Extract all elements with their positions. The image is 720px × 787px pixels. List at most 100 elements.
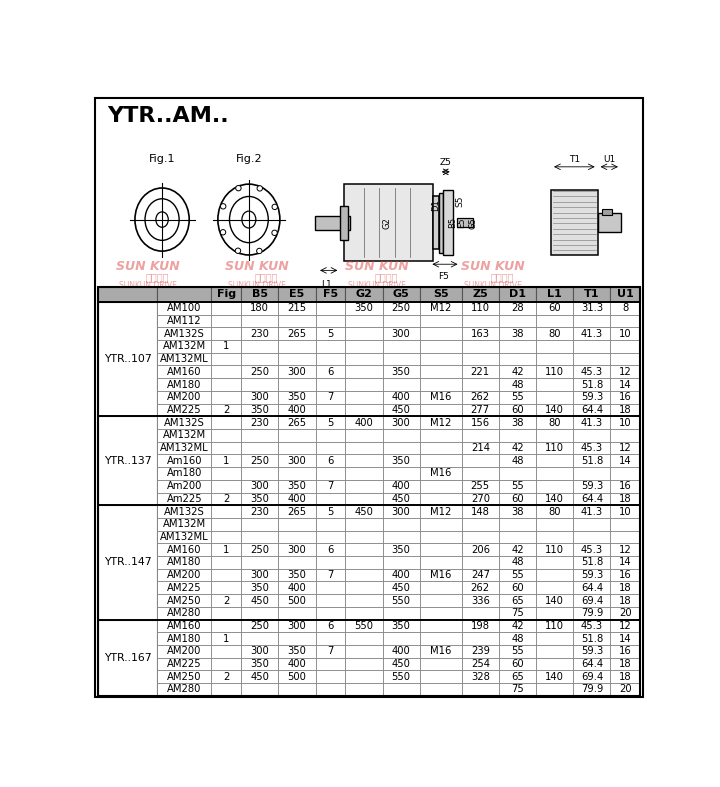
- Bar: [241, 645, 279, 658]
- Text: 140: 140: [545, 672, 564, 682]
- Text: 60: 60: [511, 659, 523, 669]
- Text: Am200: Am200: [166, 481, 202, 491]
- Bar: [241, 505, 279, 518]
- Text: 110: 110: [545, 443, 564, 453]
- Bar: [279, 429, 315, 442]
- Bar: [611, 315, 640, 327]
- Bar: [212, 340, 241, 353]
- Text: 14: 14: [619, 379, 631, 390]
- Bar: [241, 287, 279, 302]
- Bar: [462, 543, 499, 556]
- Bar: [462, 454, 499, 467]
- Bar: [212, 594, 241, 607]
- Bar: [573, 442, 611, 454]
- Bar: [315, 505, 346, 518]
- Bar: [462, 365, 499, 379]
- Bar: [98, 287, 157, 302]
- Text: YTR..147: YTR..147: [104, 557, 151, 567]
- Text: M12: M12: [430, 418, 451, 427]
- Text: 500: 500: [287, 672, 307, 682]
- Bar: [420, 467, 462, 480]
- Text: 250: 250: [251, 456, 269, 466]
- Bar: [98, 327, 640, 340]
- Text: 42: 42: [511, 367, 523, 377]
- Bar: [212, 556, 241, 569]
- Text: 41.3: 41.3: [581, 329, 603, 338]
- Bar: [157, 493, 212, 505]
- Text: 450: 450: [251, 596, 269, 605]
- Bar: [420, 429, 462, 442]
- Bar: [573, 287, 611, 302]
- Bar: [462, 493, 499, 505]
- Text: YTR..AM..: YTR..AM..: [107, 106, 229, 126]
- Bar: [499, 556, 536, 569]
- Bar: [382, 645, 420, 658]
- Bar: [611, 632, 640, 645]
- Bar: [573, 365, 611, 379]
- Bar: [420, 391, 462, 404]
- Bar: [157, 607, 212, 619]
- Text: AM180: AM180: [167, 634, 202, 644]
- Bar: [573, 607, 611, 619]
- Bar: [420, 569, 462, 582]
- Bar: [346, 467, 382, 480]
- Bar: [212, 505, 241, 518]
- Bar: [315, 594, 346, 607]
- Bar: [601, 209, 612, 215]
- Bar: [382, 582, 420, 594]
- Bar: [536, 480, 573, 493]
- Bar: [382, 379, 420, 391]
- Bar: [382, 518, 420, 530]
- Text: 400: 400: [392, 481, 410, 491]
- Bar: [499, 467, 536, 480]
- Bar: [157, 505, 212, 518]
- Bar: [157, 454, 212, 467]
- Bar: [212, 480, 241, 493]
- Text: Z5: Z5: [472, 290, 488, 299]
- Bar: [98, 505, 157, 619]
- Text: 350: 350: [251, 494, 269, 504]
- Bar: [462, 619, 499, 632]
- Text: M12: M12: [430, 507, 451, 516]
- Bar: [212, 416, 241, 429]
- Bar: [499, 619, 536, 632]
- Bar: [611, 340, 640, 353]
- Bar: [536, 404, 573, 416]
- Bar: [279, 607, 315, 619]
- Bar: [279, 493, 315, 505]
- Bar: [346, 416, 382, 429]
- Text: 80: 80: [549, 507, 561, 516]
- Bar: [346, 569, 382, 582]
- Bar: [279, 543, 315, 556]
- Text: AM100: AM100: [167, 303, 202, 313]
- Text: U1: U1: [603, 155, 616, 164]
- Text: 400: 400: [287, 583, 306, 593]
- Text: 230: 230: [251, 507, 269, 516]
- Bar: [462, 569, 499, 582]
- Bar: [573, 530, 611, 543]
- Bar: [315, 302, 346, 315]
- Text: 64.4: 64.4: [581, 494, 603, 504]
- Circle shape: [220, 204, 226, 209]
- Text: AM200: AM200: [167, 570, 202, 580]
- Bar: [346, 379, 382, 391]
- Bar: [420, 404, 462, 416]
- Bar: [536, 467, 573, 480]
- Bar: [536, 505, 573, 518]
- Text: 80: 80: [549, 418, 561, 427]
- Bar: [279, 480, 315, 493]
- Bar: [382, 391, 420, 404]
- Text: U1: U1: [617, 290, 634, 299]
- Bar: [573, 340, 611, 353]
- Bar: [315, 379, 346, 391]
- Text: 300: 300: [392, 507, 410, 516]
- Bar: [279, 379, 315, 391]
- Bar: [462, 429, 499, 442]
- Text: 7: 7: [328, 392, 333, 402]
- Text: 221: 221: [471, 367, 490, 377]
- Bar: [315, 467, 346, 480]
- Text: 7: 7: [328, 570, 333, 580]
- Bar: [611, 607, 640, 619]
- Bar: [611, 543, 640, 556]
- Bar: [611, 353, 640, 365]
